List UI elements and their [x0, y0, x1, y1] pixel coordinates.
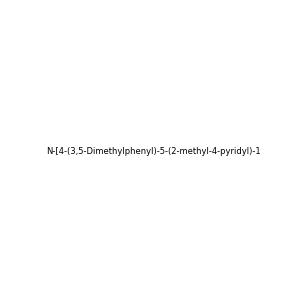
Text: N-[4-(3,5-Dimethylphenyl)-5-(2-methyl-4-pyridyl)-1: N-[4-(3,5-Dimethylphenyl)-5-(2-methyl-4-…: [46, 147, 261, 156]
